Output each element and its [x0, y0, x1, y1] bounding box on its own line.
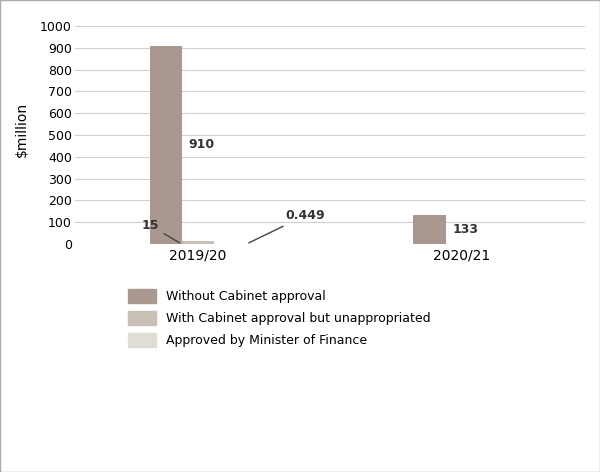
Text: 0.449: 0.449	[249, 209, 325, 243]
Text: 15: 15	[142, 219, 179, 243]
Text: 133: 133	[453, 223, 479, 236]
Bar	[182, 241, 214, 244]
Y-axis label: $million: $million	[15, 102, 29, 157]
Bar	[413, 215, 446, 244]
Legend: Without Cabinet approval, With Cabinet approval but unappropriated, Approved by : Without Cabinet approval, With Cabinet a…	[122, 282, 436, 353]
Bar	[149, 45, 182, 244]
Text: 910: 910	[189, 138, 215, 152]
